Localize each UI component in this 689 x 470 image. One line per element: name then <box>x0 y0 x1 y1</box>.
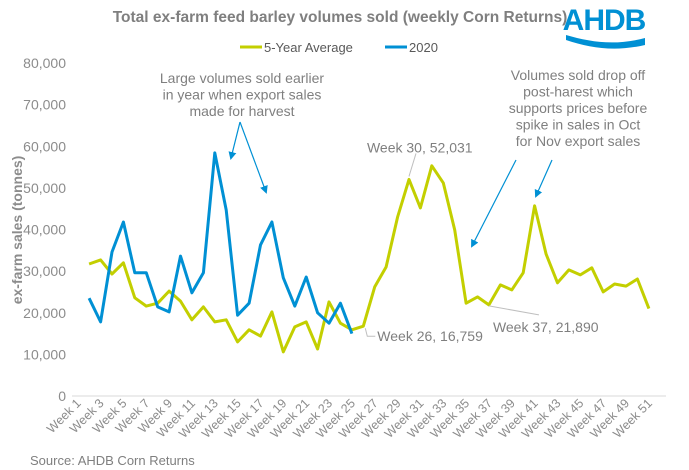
annotation-text: in year when export sales <box>163 87 322 103</box>
y-axis-ticks: 0 10,000 20,000 30,000 40,000 50,000 60,000 70,… <box>23 55 66 404</box>
y-tick-label: 20,000 <box>23 305 66 321</box>
ahdb-logo: AHDB <box>563 4 647 49</box>
leader-line <box>364 328 376 337</box>
y-tick-label: 80,000 <box>23 55 66 71</box>
y-tick-label: 50,000 <box>23 180 66 196</box>
annotation-arrow <box>239 121 268 194</box>
y-tick-label: 60,000 <box>23 138 66 154</box>
annotation-text: spike in sales in Oct <box>516 117 641 133</box>
y-tick-label: 0 <box>58 388 66 404</box>
y-tick-label: 40,000 <box>23 222 66 238</box>
legend-label-2020: 2020 <box>409 40 438 55</box>
annotation-text: supports prices before <box>509 100 648 116</box>
annotation-text: Volumes sold drop off <box>511 67 645 83</box>
leader-line <box>488 305 540 316</box>
series-lines <box>87 151 651 354</box>
data-labels: Week 26, 16,759 Week 30, 52,031 Week 37, 2… <box>364 139 599 344</box>
annotation-text: Large volumes sold earlier <box>160 70 325 86</box>
data-label: Week 26, 16,759 <box>377 328 483 344</box>
chart-title: Total ex-farm feed barley volumes sold (… <box>113 9 568 26</box>
source-note: Source: AHDB Corn Returns <box>30 453 195 468</box>
y-axis-label: ex-farm sales (tonnes) <box>9 156 25 305</box>
series-line-2020 <box>87 151 354 335</box>
annotation-text: post-harest which <box>523 84 633 100</box>
logo-wave-icon <box>566 35 645 49</box>
legend-label-5-year-average: 5-Year Average <box>264 40 353 55</box>
annotation-text: for Nov export sales <box>516 133 641 149</box>
annotation-text: made for harvest <box>189 103 294 119</box>
series-line-5-year-average <box>88 164 651 354</box>
y-tick-label: 30,000 <box>23 263 66 279</box>
annotation-arrow <box>471 159 517 248</box>
y-tick-label: 70,000 <box>23 97 66 113</box>
leader-line <box>408 153 417 177</box>
data-label: Week 30, 52,031 <box>367 139 473 155</box>
annotation-arrow <box>534 159 553 198</box>
y-tick-label: 10,000 <box>23 346 66 362</box>
legend: 5-Year Average 2020 <box>240 40 438 55</box>
logo-text: AHDB <box>563 4 646 37</box>
data-label: Week 37, 21,890 <box>493 319 599 335</box>
annotation-arrow <box>228 121 241 160</box>
